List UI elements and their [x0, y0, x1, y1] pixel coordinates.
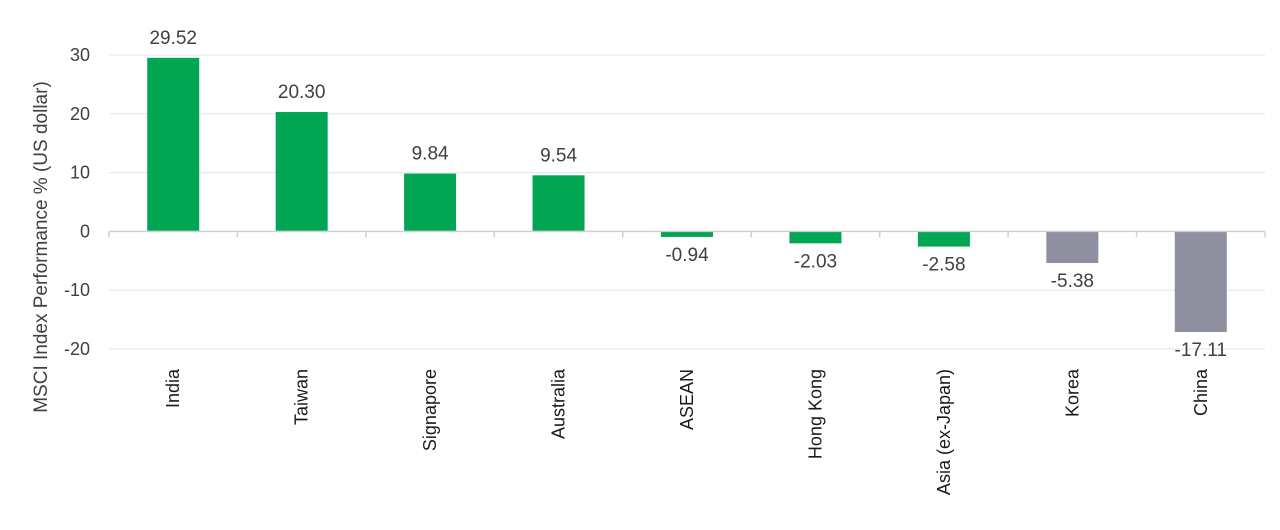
category-label: China — [1191, 368, 1211, 416]
bar — [917, 231, 970, 247]
category-label: Australia — [549, 368, 569, 439]
category-label: Korea — [1062, 368, 1082, 417]
category-label: ASEAN — [677, 369, 697, 430]
bar — [1046, 231, 1099, 264]
bar — [789, 231, 842, 244]
data-label: -2.03 — [794, 251, 837, 272]
category-label: Hong Kong — [805, 369, 825, 459]
y-tick-label: 30 — [70, 45, 90, 65]
data-label: -0.94 — [665, 245, 709, 266]
zero-axis — [108, 230, 1266, 238]
bar — [275, 112, 328, 232]
data-label: 20.30 — [278, 82, 326, 103]
category-label: Signapore — [420, 369, 440, 451]
data-label: -2.58 — [922, 255, 965, 276]
data-labels: 29.52 20.30 9.84 9.54 -0.94 -2.03 -2.58 -5.38 -1… — [149, 28, 1227, 361]
y-tick-label: 0 — [80, 221, 90, 241]
bar — [1174, 231, 1227, 333]
bars — [147, 57, 1227, 333]
bar — [147, 57, 200, 232]
data-label: -17.11 — [1175, 340, 1227, 361]
y-tick-label: 10 — [70, 163, 90, 183]
data-label: -5.38 — [1051, 271, 1094, 292]
bar — [661, 231, 713, 237]
bar — [404, 173, 457, 232]
y-axis-ticks: 30 20 10 0 -10 -20 — [64, 45, 90, 359]
y-tick-label: -20 — [64, 339, 90, 359]
y-axis-title: MSCI Index Performance % (US dollar) — [31, 81, 52, 413]
bar — [532, 175, 585, 232]
data-label: 29.52 — [149, 28, 197, 49]
category-label: India — [163, 368, 183, 408]
category-label: Taiwan — [292, 369, 312, 425]
data-label: 9.84 — [412, 144, 449, 165]
category-labels: India Taiwan Signapore Australia ASEAN Hong K… — [163, 368, 1211, 495]
category-label: Asia (ex-Japan) — [934, 369, 954, 495]
y-tick-label: 20 — [70, 104, 90, 124]
data-label: 9.54 — [540, 145, 577, 166]
y-tick-label: -10 — [64, 280, 90, 300]
